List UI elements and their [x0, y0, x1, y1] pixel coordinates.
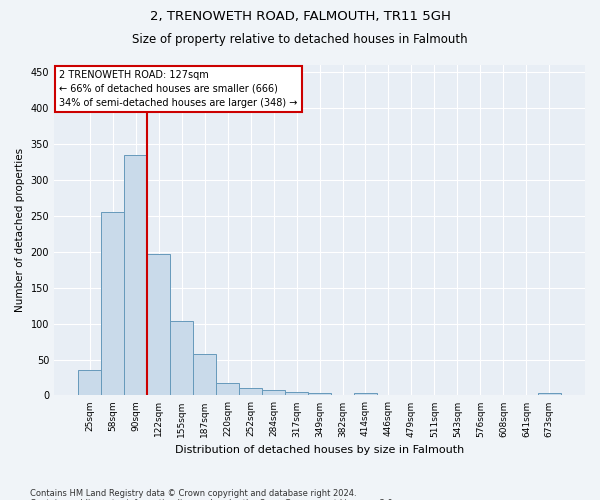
Text: 2, TRENOWETH ROAD, FALMOUTH, TR11 5GH: 2, TRENOWETH ROAD, FALMOUTH, TR11 5GH	[149, 10, 451, 23]
Bar	[124, 155, 147, 396]
Bar	[170, 322, 193, 396]
Bar	[538, 394, 561, 396]
Bar	[216, 383, 239, 396]
Text: Size of property relative to detached houses in Falmouth: Size of property relative to detached ho…	[132, 32, 468, 46]
Text: 2 TRENOWETH ROAD: 127sqm
← 66% of detached houses are smaller (666)
34% of semi-: 2 TRENOWETH ROAD: 127sqm ← 66% of detach…	[59, 70, 298, 108]
X-axis label: Distribution of detached houses by size in Falmouth: Distribution of detached houses by size …	[175, 445, 464, 455]
Bar	[239, 388, 262, 396]
Bar	[354, 394, 377, 396]
Bar	[262, 390, 285, 396]
Bar	[285, 392, 308, 396]
Bar	[147, 254, 170, 396]
Text: Contains HM Land Registry data © Crown copyright and database right 2024.: Contains HM Land Registry data © Crown c…	[30, 488, 356, 498]
Y-axis label: Number of detached properties: Number of detached properties	[15, 148, 25, 312]
Bar	[78, 370, 101, 396]
Bar	[101, 212, 124, 396]
Text: Contains public sector information licensed under the Open Government Licence v3: Contains public sector information licen…	[30, 498, 395, 500]
Bar	[193, 354, 216, 396]
Bar	[308, 394, 331, 396]
